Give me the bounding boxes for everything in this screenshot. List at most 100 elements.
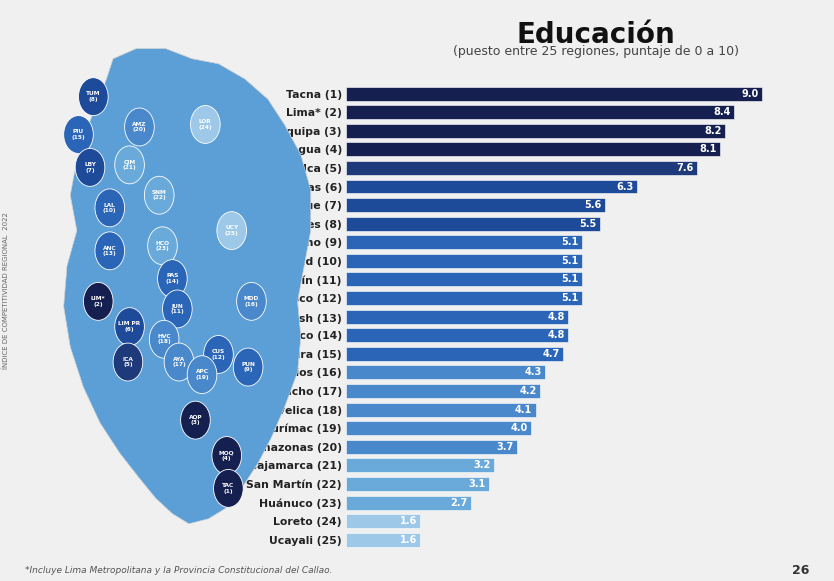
Text: 5.1: 5.1 — [561, 293, 579, 303]
Ellipse shape — [144, 176, 174, 214]
Bar — [346, 514, 420, 528]
Text: CJM
(21): CJM (21) — [123, 160, 137, 170]
Text: HCO
(23): HCO (23) — [155, 241, 169, 251]
Ellipse shape — [234, 348, 263, 386]
Text: LAL
(10): LAL (10) — [103, 203, 117, 213]
Ellipse shape — [212, 436, 242, 475]
Ellipse shape — [149, 320, 179, 358]
Bar — [346, 533, 420, 547]
Ellipse shape — [124, 108, 154, 146]
Text: 2.7: 2.7 — [450, 497, 468, 508]
Text: 7.6: 7.6 — [676, 163, 694, 173]
Text: JUN
(11): JUN (11) — [170, 304, 184, 314]
Text: CUS
(12): CUS (12) — [212, 349, 225, 360]
Bar — [346, 384, 540, 398]
Text: MDD
(16): MDD (16) — [244, 296, 259, 307]
Text: 8.1: 8.1 — [700, 144, 717, 155]
Text: ÍNDICE DE COMPETITIVIDAD REGIONAL  2022: ÍNDICE DE COMPETITIVIDAD REGIONAL 2022 — [3, 212, 9, 369]
Text: 9.0: 9.0 — [741, 88, 759, 99]
Text: 5.1: 5.1 — [561, 256, 579, 266]
Bar — [346, 328, 568, 342]
Text: *Incluye Lima Metropolitana y la Provincia Constitucional del Callao.: *Incluye Lima Metropolitana y la Provinc… — [25, 566, 333, 575]
Bar — [346, 421, 531, 435]
Text: PIU
(15): PIU (15) — [72, 130, 85, 140]
Bar — [346, 142, 721, 156]
Ellipse shape — [75, 149, 105, 187]
Text: 1.6: 1.6 — [399, 516, 417, 526]
Text: 5.1: 5.1 — [561, 237, 579, 248]
Ellipse shape — [163, 290, 192, 328]
Text: PUN
(9): PUN (9) — [241, 362, 255, 372]
Text: ICA
(5): ICA (5) — [123, 357, 133, 367]
Text: PAS
(14): PAS (14) — [165, 274, 179, 284]
Text: 3.7: 3.7 — [496, 442, 514, 452]
Ellipse shape — [164, 343, 193, 381]
Text: 4.8: 4.8 — [547, 330, 565, 340]
Bar — [346, 124, 725, 138]
Ellipse shape — [113, 343, 143, 381]
Ellipse shape — [214, 469, 244, 507]
Text: AQP
(3): AQP (3) — [188, 415, 203, 425]
Text: LIM PR
(6): LIM PR (6) — [118, 321, 141, 332]
Text: 4.7: 4.7 — [543, 349, 560, 359]
Bar — [346, 310, 568, 324]
Text: 3.1: 3.1 — [469, 479, 486, 489]
Text: (puesto entre 25 regiones, puntaje de 0 a 10): (puesto entre 25 regiones, puntaje de 0 … — [454, 45, 739, 58]
Ellipse shape — [115, 146, 144, 184]
Text: 4.2: 4.2 — [520, 386, 537, 396]
Ellipse shape — [95, 189, 124, 227]
Ellipse shape — [115, 308, 144, 346]
Bar — [346, 235, 581, 249]
Text: 4.3: 4.3 — [525, 367, 541, 378]
Ellipse shape — [203, 335, 234, 374]
Text: Educación: Educación — [517, 21, 676, 49]
Text: LIM*
(2): LIM* (2) — [91, 296, 106, 307]
Bar — [346, 161, 697, 175]
Text: 8.2: 8.2 — [705, 125, 721, 136]
Ellipse shape — [217, 211, 247, 250]
Text: 5.5: 5.5 — [580, 218, 597, 229]
Text: SNM
(22): SNM (22) — [152, 190, 167, 200]
Ellipse shape — [187, 356, 217, 393]
Text: LOR
(24): LOR (24) — [198, 119, 212, 130]
Bar — [346, 180, 637, 193]
Text: LBY
(7): LBY (7) — [84, 162, 96, 173]
Bar — [346, 217, 600, 231]
Bar — [346, 440, 517, 454]
Bar — [346, 458, 494, 472]
Text: 6.3: 6.3 — [616, 181, 634, 192]
Text: APC
(19): APC (19) — [195, 370, 208, 380]
Bar — [346, 347, 563, 361]
Text: ÁNC
(13): ÁNC (13) — [103, 246, 117, 256]
Ellipse shape — [190, 106, 220, 144]
Ellipse shape — [83, 282, 113, 320]
Text: TAC
(1): TAC (1) — [223, 483, 234, 494]
Text: UCY
(25): UCY (25) — [225, 225, 239, 236]
Bar — [346, 496, 471, 510]
Bar — [346, 477, 490, 491]
Text: 5.1: 5.1 — [561, 274, 579, 285]
Ellipse shape — [158, 260, 187, 297]
Ellipse shape — [63, 116, 93, 153]
Text: 3.2: 3.2 — [474, 460, 490, 471]
Text: 4.1: 4.1 — [515, 404, 532, 415]
Bar — [346, 87, 762, 101]
Text: 8.4: 8.4 — [714, 107, 731, 117]
Text: AYA
(17): AYA (17) — [172, 357, 186, 367]
Bar — [346, 272, 581, 286]
Ellipse shape — [237, 282, 266, 320]
Polygon shape — [63, 49, 311, 524]
Bar — [346, 254, 581, 268]
Text: HVC
(18): HVC (18) — [158, 334, 171, 345]
Text: TUM
(8): TUM (8) — [86, 91, 101, 102]
Text: 4.8: 4.8 — [547, 311, 565, 322]
Bar — [346, 198, 605, 212]
Text: 26: 26 — [791, 564, 809, 577]
Ellipse shape — [148, 227, 178, 265]
Bar — [346, 105, 734, 119]
Ellipse shape — [78, 78, 108, 116]
Ellipse shape — [95, 232, 124, 270]
Text: 5.6: 5.6 — [585, 200, 601, 210]
Bar — [346, 403, 535, 417]
Ellipse shape — [181, 401, 210, 439]
